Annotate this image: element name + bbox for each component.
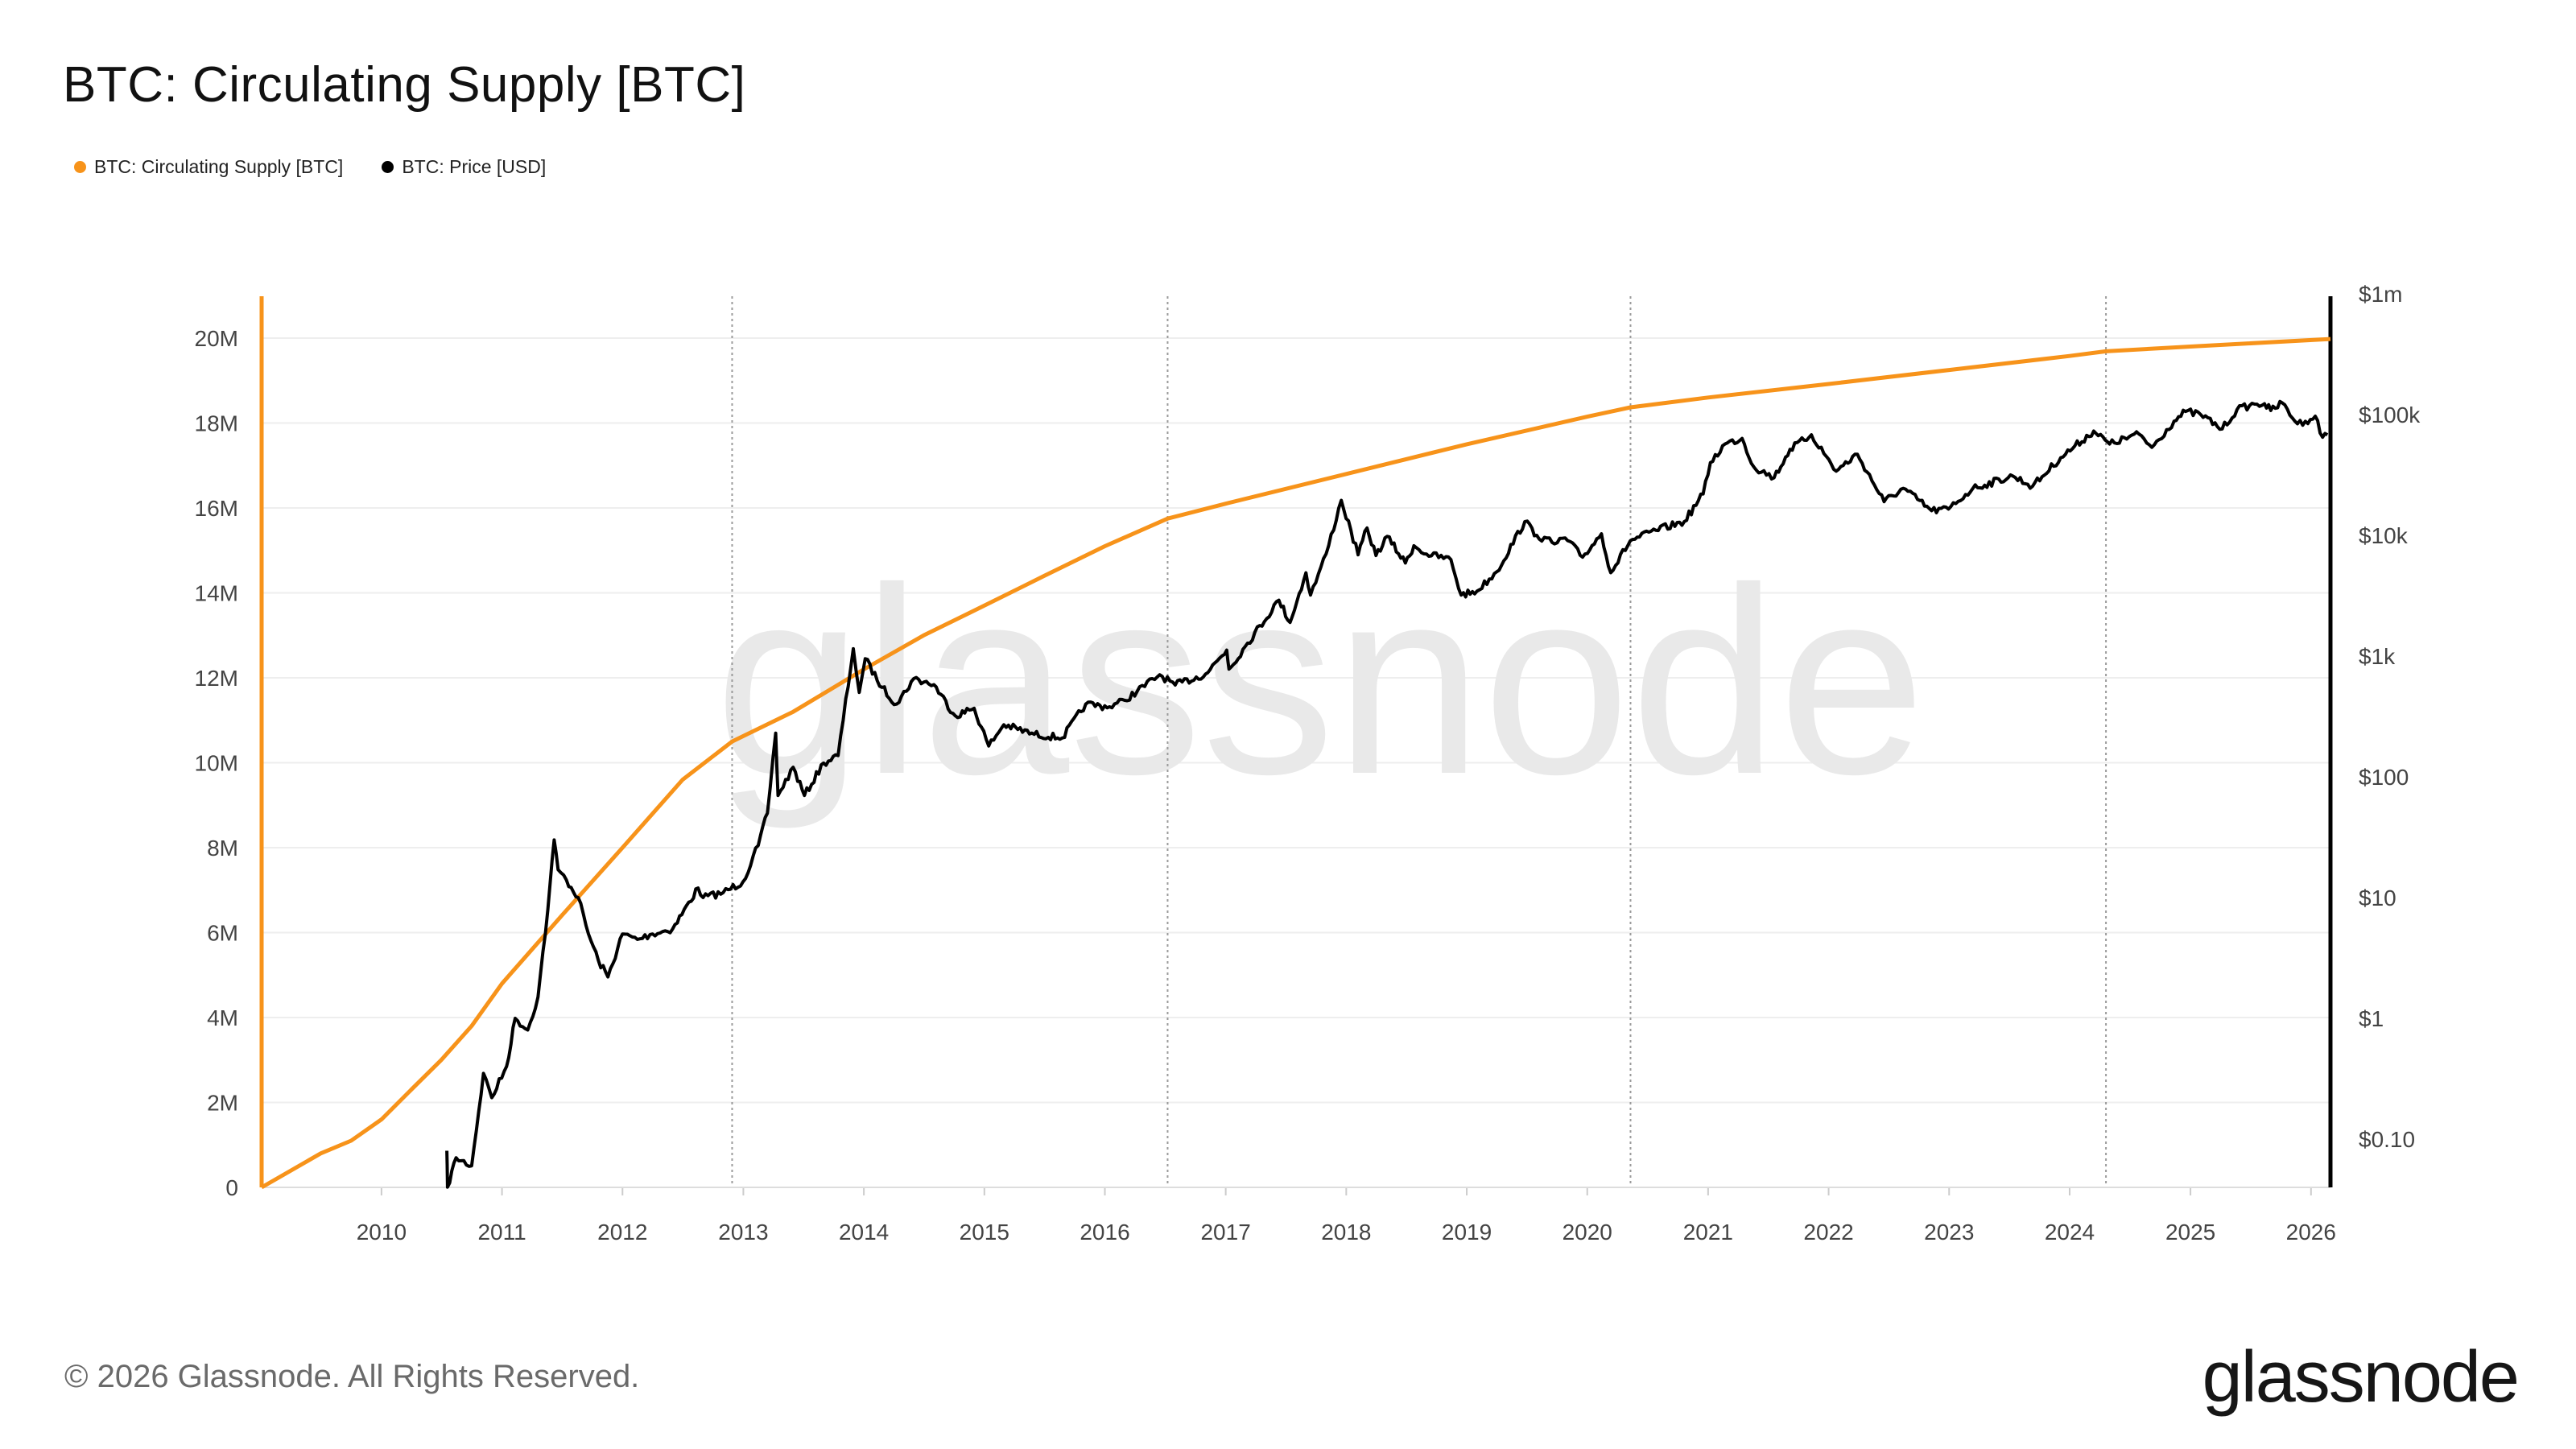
x-tick-label: 2012	[597, 1220, 647, 1245]
series-line-price	[445, 399, 2329, 1189]
x-tick-label: 2017	[1200, 1220, 1250, 1245]
x-tick-label: 2011	[477, 1220, 526, 1245]
x-tick-label: 2019	[1442, 1220, 1492, 1245]
y-left-tick-label: 20M	[195, 326, 238, 351]
legend-item-price[interactable]: BTC: Price [USD]	[382, 156, 546, 178]
x-tick-label: 2026	[2286, 1220, 2336, 1245]
x-tick-label: 2018	[1321, 1220, 1371, 1245]
y-right-tick-label: $100k	[2359, 402, 2421, 427]
axes: 0 2M 4M 6M 8M 10M 12M 14M 16M 18M 20M $0.10 $1 $10 $10…	[195, 282, 2421, 1245]
x-tick-label: 2022	[1803, 1220, 1853, 1245]
y-left-tick-label: 12M	[195, 666, 238, 691]
x-tick-label: 2023	[1924, 1220, 1974, 1245]
y-left-tick-label: 16M	[195, 496, 238, 521]
watermark: glassnode	[715, 532, 1926, 831]
x-tick-label: 2021	[1683, 1220, 1733, 1245]
x-tick-label: 2016	[1080, 1220, 1129, 1245]
series-line-supply	[260, 336, 2331, 1190]
y-right-tick-label: $100	[2359, 765, 2409, 790]
legend-item-supply[interactable]: BTC: Circulating Supply [BTC]	[74, 156, 343, 178]
legend-dot-icon	[382, 161, 394, 173]
legend-label-supply: BTC: Circulating Supply [BTC]	[94, 156, 344, 177]
x-tick-label: 2010	[357, 1220, 407, 1245]
y-right-tick-label: $10	[2359, 886, 2396, 910]
legend-label-price: BTC: Price [USD]	[402, 156, 547, 177]
y-left-tick-label: 10M	[195, 751, 238, 776]
y-left-tick-label: 0	[225, 1175, 238, 1200]
chart-legend: BTC: Circulating Supply [BTC] BTC: Price…	[74, 156, 546, 178]
y-right-tick-label: $1k	[2359, 644, 2396, 669]
y-left-tick-label: 14M	[195, 581, 238, 606]
y-left-tick-label: 18M	[195, 411, 238, 436]
y-left-tick-label: 8M	[207, 836, 238, 861]
x-tick-label: 2025	[2165, 1220, 2215, 1245]
x-tick-label: 2014	[839, 1220, 889, 1245]
y-right-tick-label: $10k	[2359, 523, 2409, 548]
x-tick-label: 2013	[718, 1220, 768, 1245]
y-right-tick-label: $1m	[2359, 282, 2402, 307]
y-right-tick-label: $0.10	[2359, 1127, 2415, 1152]
y-left-tick-label: 4M	[207, 1005, 238, 1030]
x-tick-label: 2015	[960, 1220, 1009, 1245]
y-right-tick-label: $1	[2359, 1006, 2384, 1031]
x-tick-label: 2024	[2045, 1220, 2095, 1245]
glassnode-logo[interactable]: glassnode	[2202, 1337, 2520, 1418]
y-left-tick-label: 2M	[207, 1091, 238, 1116]
y-left-tick-label: 6M	[207, 921, 238, 946]
legend-dot-icon	[74, 161, 86, 173]
copyright-footer: © 2026 Glassnode. All Rights Reserved.	[64, 1359, 640, 1394]
page-title: BTC: Circulating Supply [BTC]	[63, 57, 746, 113]
series	[260, 336, 2331, 1190]
x-tick-label: 2020	[1563, 1220, 1612, 1245]
